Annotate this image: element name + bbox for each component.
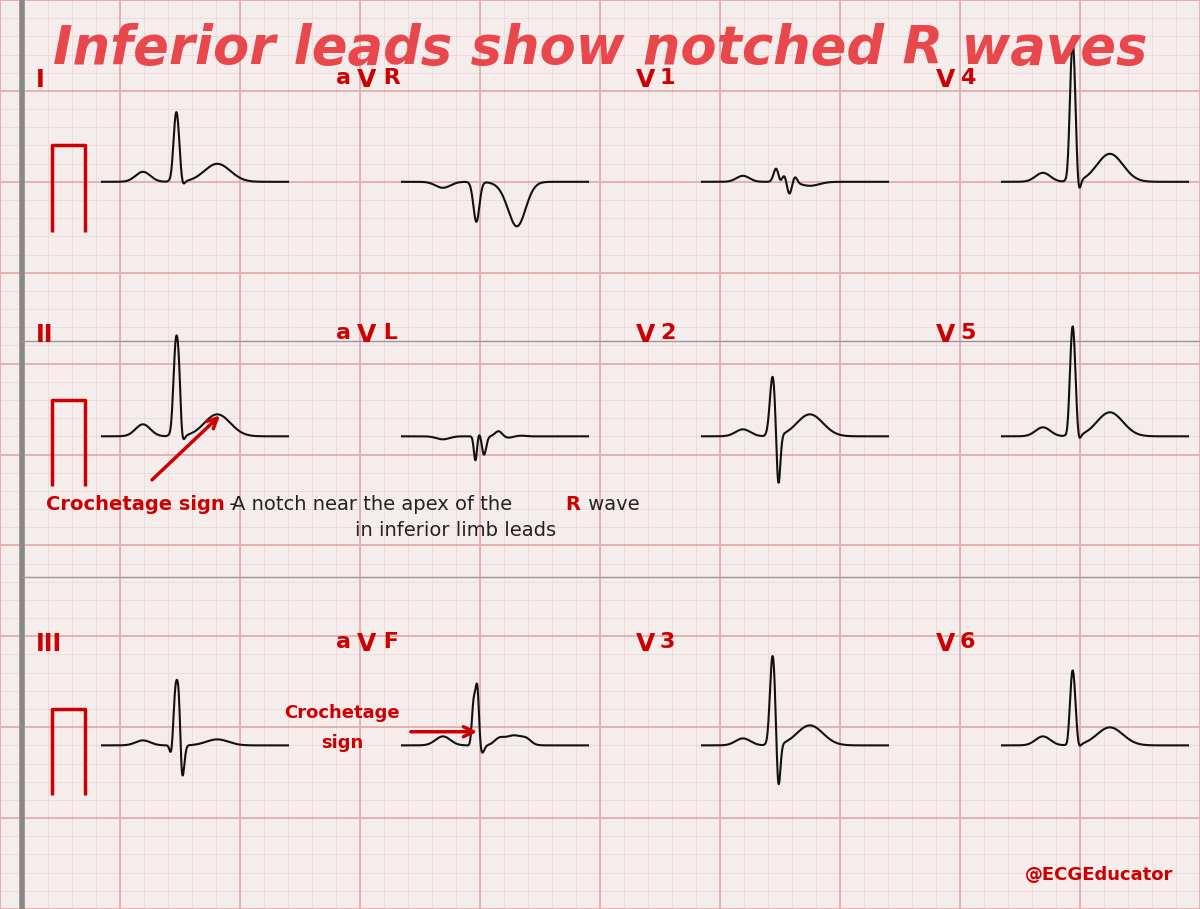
Text: wave: wave [582,495,640,514]
Text: a: a [336,68,352,88]
Text: Inferior leads show notched R waves: Inferior leads show notched R waves [53,23,1147,75]
Text: 6: 6 [960,632,976,652]
Text: a: a [336,323,352,343]
Text: V: V [936,632,955,655]
Text: -: - [223,495,236,514]
Text: V: V [936,323,955,346]
Text: R: R [376,68,401,88]
Text: sign: sign [320,734,364,753]
Text: F: F [376,632,398,652]
Text: 5: 5 [960,323,976,343]
Text: L: L [376,323,397,343]
Text: Crochetage sign: Crochetage sign [46,495,224,514]
Text: a: a [336,632,352,652]
Text: @ECGEducator: @ECGEducator [1025,865,1174,884]
Text: II: II [36,323,54,346]
Text: V: V [636,68,655,92]
Text: 3: 3 [660,632,676,652]
Text: Crochetage: Crochetage [284,704,400,723]
Text: V: V [356,632,376,655]
Text: V: V [636,632,655,655]
Text: III: III [36,632,62,655]
Text: in inferior limb leads: in inferior limb leads [355,521,557,540]
Text: V: V [636,323,655,346]
Text: 2: 2 [660,323,676,343]
Text: R: R [565,495,581,514]
Text: I: I [36,68,44,92]
Text: 1: 1 [660,68,676,88]
Text: V: V [936,68,955,92]
Text: A notch near the apex of the: A notch near the apex of the [232,495,518,514]
Text: V: V [356,323,376,346]
Text: 4: 4 [960,68,976,88]
Text: V: V [356,68,376,92]
